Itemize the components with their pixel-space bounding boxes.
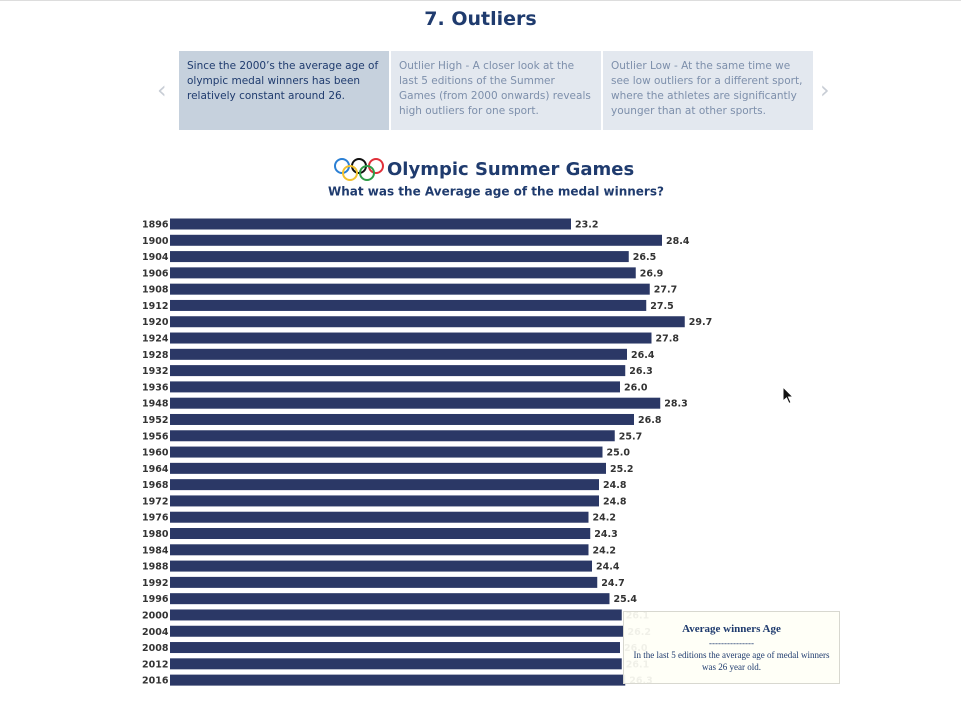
value-label: 25.0	[607, 448, 631, 459]
y-tick-label: 1980	[142, 529, 169, 540]
y-tick-label: 1900	[142, 236, 169, 247]
bar	[170, 609, 622, 621]
bar	[170, 462, 606, 474]
bar	[170, 658, 622, 670]
bar	[170, 593, 610, 605]
value-label: 24.7	[601, 578, 624, 589]
y-tick-label: 1908	[142, 285, 169, 296]
y-tick-label: 1992	[142, 578, 168, 589]
bar	[170, 267, 636, 279]
value-label: 28.4	[666, 236, 690, 247]
bar	[170, 283, 650, 295]
value-label: 24.3	[594, 529, 617, 540]
bar	[170, 218, 571, 230]
value-label: 26.0	[624, 382, 648, 393]
value-label: 26.5	[633, 252, 656, 263]
bar	[170, 234, 662, 246]
value-label: 25.4	[614, 594, 638, 605]
next-arrow[interactable]: ›	[820, 76, 830, 104]
value-label: 29.7	[689, 317, 712, 328]
bar	[170, 544, 589, 556]
y-tick-label: 1988	[142, 562, 169, 573]
bar	[170, 560, 592, 572]
story-point[interactable]: Outlier High - A closer look at the last…	[391, 51, 601, 130]
chart-title: Olympic Summer Games	[387, 159, 634, 180]
value-label: 24.2	[593, 545, 616, 556]
bar	[170, 446, 603, 458]
value-label: 27.7	[654, 285, 677, 296]
bar	[170, 348, 627, 360]
tooltip-title: Average winners Age	[682, 623, 781, 635]
story-point[interactable]: Outlier Low - At the same time we see lo…	[603, 51, 813, 130]
y-tick-label: 1984	[142, 545, 169, 556]
y-tick-label: 1996	[142, 594, 169, 605]
value-label: 26.8	[638, 415, 662, 426]
chart-subtitle: What was the Average age of the medal wi…	[328, 185, 664, 199]
bar	[170, 528, 591, 540]
bar	[170, 511, 589, 523]
y-tick-label: 2004	[142, 627, 169, 638]
y-tick-label: 1896	[142, 220, 169, 231]
value-label: 25.7	[619, 431, 642, 442]
y-tick-label: 1948	[142, 399, 169, 410]
bar	[170, 674, 626, 686]
value-label: 27.8	[656, 334, 680, 345]
bar	[170, 251, 629, 263]
bar	[170, 479, 599, 491]
bar	[170, 397, 661, 409]
value-label: 23.2	[575, 220, 598, 231]
y-tick-label: 2000	[142, 610, 169, 621]
mouse-cursor	[782, 385, 795, 405]
y-tick-label: 2008	[142, 643, 169, 654]
y-tick-label: 1920	[142, 317, 169, 328]
y-tick-label: 2012	[142, 659, 168, 670]
bar	[170, 495, 599, 507]
y-tick-label: 1960	[142, 448, 169, 459]
tooltip-text: In the last 5 editions the average age o…	[633, 650, 830, 672]
bar	[170, 365, 626, 377]
y-tick-label: 1936	[142, 382, 169, 393]
value-label: 27.5	[650, 301, 673, 312]
y-tick-label: 1952	[142, 415, 168, 426]
bar	[170, 642, 620, 654]
y-tick-label: 1972	[142, 496, 168, 507]
y-tick-label: 1904	[142, 252, 169, 263]
value-label: 25.2	[610, 464, 633, 475]
top-rule	[0, 0, 961, 1]
value-label: 24.4	[596, 562, 620, 573]
value-label: 24.2	[593, 513, 616, 524]
olympic-rings	[334, 158, 384, 181]
y-tick-label: 1906	[142, 268, 169, 279]
y-tick-label: 1956	[142, 431, 169, 442]
y-tick-label: 1976	[142, 513, 169, 524]
tooltip: Average winners Age --------------- In t…	[623, 611, 840, 684]
y-tick-label: 1932	[142, 366, 168, 377]
y-tick-label: 1924	[142, 334, 169, 345]
y-tick-label: 1928	[142, 350, 169, 361]
y-tick-label: 1912	[142, 301, 168, 312]
bar	[170, 381, 620, 393]
bar	[170, 625, 624, 637]
value-label: 26.3	[629, 366, 652, 377]
value-label: 24.8	[603, 496, 627, 507]
bar	[170, 316, 685, 328]
bar	[170, 332, 652, 344]
y-tick-label: 2016	[142, 676, 169, 687]
y-tick-label: 1964	[142, 464, 169, 475]
bar	[170, 430, 615, 442]
bar	[170, 299, 647, 311]
value-label: 28.3	[664, 399, 687, 410]
prev-arrow[interactable]: ‹	[157, 76, 167, 104]
tooltip-divider: ---------------	[709, 638, 754, 648]
bar	[170, 576, 598, 588]
y-tick-label: 1968	[142, 480, 169, 491]
story-point[interactable]: Since the 2000’s the average age of olym…	[179, 51, 389, 130]
story-title: 7. Outliers	[424, 8, 537, 30]
bar	[170, 413, 634, 425]
value-label: 24.8	[603, 480, 627, 491]
value-label: 26.9	[640, 268, 663, 279]
value-label: 26.4	[631, 350, 655, 361]
